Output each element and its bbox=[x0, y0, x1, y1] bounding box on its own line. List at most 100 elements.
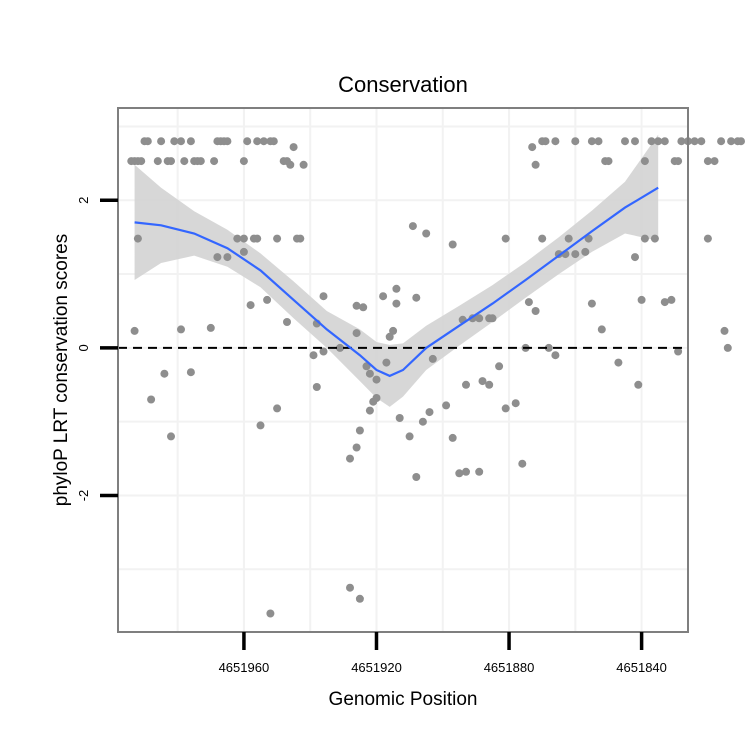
data-point bbox=[541, 137, 550, 146]
data-point bbox=[186, 137, 195, 146]
x-axis-title: Genomic Position bbox=[329, 689, 478, 710]
data-point bbox=[210, 157, 219, 166]
data-point bbox=[253, 137, 262, 146]
data-point bbox=[637, 295, 646, 304]
data-point bbox=[571, 250, 580, 259]
data-point bbox=[667, 295, 676, 304]
data-point bbox=[422, 229, 431, 238]
data-point bbox=[346, 454, 354, 463]
data-point bbox=[365, 406, 374, 415]
data-point bbox=[614, 358, 623, 367]
data-point bbox=[408, 222, 417, 231]
data-point bbox=[660, 137, 669, 146]
data-point bbox=[677, 137, 686, 146]
data-point bbox=[511, 399, 520, 408]
data-point bbox=[312, 383, 321, 391]
data-point bbox=[372, 375, 381, 384]
data-point bbox=[223, 253, 232, 262]
data-point bbox=[587, 137, 596, 146]
chart-title: Conservation bbox=[338, 72, 468, 97]
data-point bbox=[157, 137, 166, 146]
data-point bbox=[518, 459, 527, 468]
x-tick-label: 4651840 bbox=[616, 660, 667, 675]
data-point bbox=[389, 326, 398, 335]
data-point bbox=[690, 137, 699, 146]
data-point bbox=[737, 137, 745, 146]
data-point bbox=[379, 292, 388, 301]
data-point bbox=[352, 301, 361, 310]
y-tick-label: -2 bbox=[76, 490, 91, 502]
data-point bbox=[597, 325, 606, 334]
data-point bbox=[147, 395, 156, 404]
data-point bbox=[355, 426, 364, 435]
y-axis-title: phyloP LRT conservation scores bbox=[51, 234, 72, 507]
data-point bbox=[269, 137, 278, 146]
data-point bbox=[365, 369, 374, 378]
data-point bbox=[352, 329, 361, 338]
data-point bbox=[283, 318, 291, 326]
data-point bbox=[425, 408, 434, 417]
data-point bbox=[167, 157, 175, 166]
data-point bbox=[501, 234, 510, 243]
data-point bbox=[462, 380, 470, 389]
data-point bbox=[528, 143, 537, 152]
x-tick-label: 4651880 bbox=[484, 660, 535, 675]
data-point bbox=[286, 160, 295, 169]
data-point bbox=[289, 143, 298, 152]
data-point bbox=[495, 362, 504, 371]
x-tick-label: 4651960 bbox=[219, 660, 270, 675]
data-point bbox=[488, 314, 497, 323]
data-point bbox=[346, 583, 354, 592]
data-point bbox=[223, 137, 232, 146]
y-tick-label: 2 bbox=[76, 197, 91, 204]
data-point bbox=[703, 157, 712, 166]
data-point bbox=[130, 326, 139, 335]
data-point bbox=[233, 234, 242, 243]
data-point bbox=[538, 234, 547, 243]
data-point bbox=[273, 234, 282, 243]
data-point bbox=[544, 343, 553, 352]
data-point bbox=[660, 298, 669, 307]
data-point bbox=[296, 234, 305, 243]
data-point bbox=[723, 343, 732, 352]
data-point bbox=[355, 594, 364, 603]
data-point bbox=[196, 157, 205, 166]
smooth-trend-line bbox=[134, 186, 659, 378]
data-point bbox=[167, 432, 175, 441]
data-point bbox=[531, 160, 540, 169]
data-point bbox=[405, 432, 414, 441]
data-point bbox=[259, 137, 268, 146]
data-point bbox=[650, 234, 659, 243]
data-point bbox=[170, 137, 179, 146]
data-point bbox=[703, 234, 712, 243]
data-point bbox=[594, 137, 603, 146]
data-point bbox=[213, 253, 222, 262]
data-point bbox=[206, 323, 215, 332]
data-point bbox=[412, 473, 421, 481]
data-point bbox=[604, 157, 613, 166]
data-point bbox=[177, 137, 185, 146]
data-point bbox=[710, 157, 719, 166]
data-point bbox=[418, 417, 427, 426]
data-point bbox=[309, 351, 318, 360]
data-point bbox=[485, 380, 494, 389]
data-point bbox=[551, 137, 560, 146]
data-point bbox=[448, 433, 457, 442]
x-axis-ticks bbox=[242, 632, 644, 650]
data-point bbox=[352, 443, 361, 452]
data-point bbox=[727, 137, 736, 146]
y-axis-ticks bbox=[100, 198, 118, 498]
data-point bbox=[319, 347, 328, 356]
data-point bbox=[137, 157, 146, 166]
data-point bbox=[266, 609, 275, 618]
data-point bbox=[478, 377, 487, 386]
data-point bbox=[239, 157, 248, 166]
data-point bbox=[634, 380, 643, 389]
data-point bbox=[243, 137, 252, 146]
data-point bbox=[524, 298, 533, 307]
data-point bbox=[263, 295, 272, 304]
data-point bbox=[336, 343, 344, 352]
data-point bbox=[143, 137, 152, 146]
plot-panel-border bbox=[117, 107, 689, 633]
data-point bbox=[640, 157, 649, 166]
